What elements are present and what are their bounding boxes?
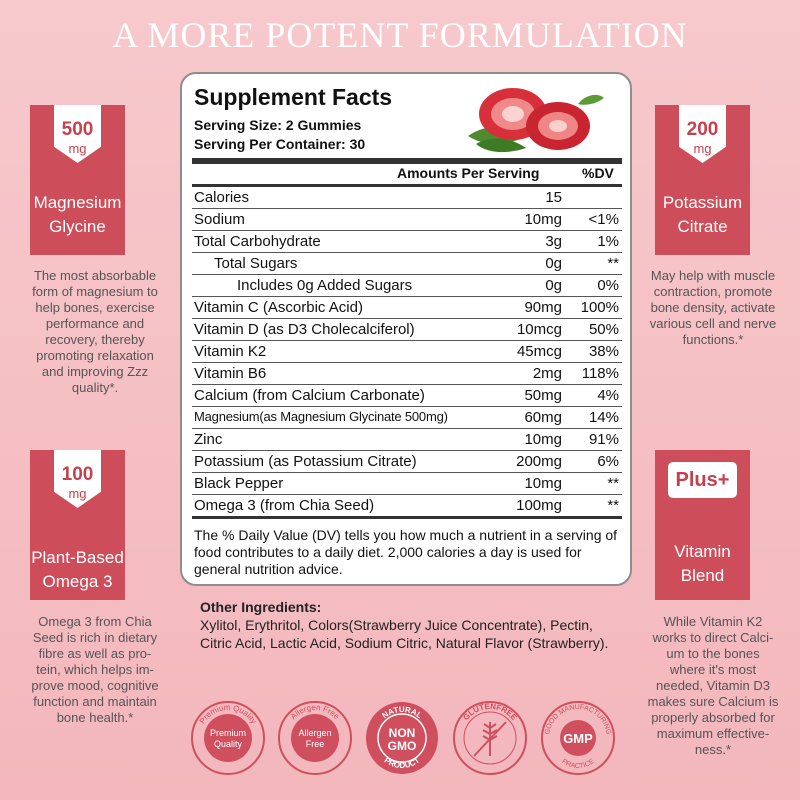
magnesium-card: 500 mg Magnesium Glycine — [30, 105, 125, 255]
table-row: Vitamin K2 45mcg 38% — [192, 340, 622, 363]
table-row: Includes 0g Added Sugars 0g 0% — [192, 274, 622, 297]
svg-text:PRODUCT: PRODUCT — [383, 756, 422, 770]
table-row: Calcium (from Calcium Carbonate) 50mg 4% — [192, 384, 622, 407]
other-ingredients: Other Ingredients: Xylitol, Erythritol, … — [200, 598, 620, 652]
table-row: Omega 3 (from Chia Seed) 100mg ** — [192, 494, 622, 519]
magnesium-amount: 500 — [61, 119, 94, 140]
omega-label-2: Omega 3 — [42, 572, 113, 591]
strawberry-illustration — [468, 88, 604, 153]
svg-text:Free: Free — [306, 739, 325, 749]
vitamin-label-2: Blend — [680, 566, 725, 585]
table-row: Vitamin D (as D3 Cholecalciferol) 10mcg 50… — [192, 318, 622, 341]
facts-header-rule — [192, 184, 622, 187]
vitamin-label-1: Vitamin — [674, 542, 731, 561]
omega-amount: 100 — [61, 464, 94, 485]
omega-card: 100 mg Plant-Based Omega 3 — [30, 450, 125, 600]
svg-text:Premium: Premium — [210, 728, 246, 738]
non-gmo-badge: NATURAL PRODUCT NON GMO — [366, 702, 438, 774]
svg-text:PRACTICE: PRACTICE — [560, 758, 595, 770]
table-row: Vitamin B6 2mg 118% — [192, 362, 622, 385]
ingredients-title: Other Ingredients: — [200, 599, 322, 615]
svg-text:GMP: GMP — [563, 731, 593, 746]
table-row: Vitamin C (Ascorbic Acid) 90mg 100% — [192, 296, 622, 319]
magnesium-label-1: Magnesium — [33, 193, 122, 212]
facts-top-rule — [192, 158, 622, 164]
potassium-unit: mg — [693, 141, 712, 156]
svg-text:NATURAL: NATURAL — [380, 705, 423, 720]
table-row: Potassium (as Potassium Citrate) 200mg 6% — [192, 450, 622, 473]
svg-text:GMO: GMO — [388, 739, 417, 753]
magnesium-label-2: Glycine — [49, 217, 106, 236]
gmp-badge: GOOD MANUFACTURING PRACTICE GMP — [541, 701, 615, 775]
ingredients-text: Xylitol, Erythritol, Colors(Strawberry J… — [200, 617, 609, 651]
supplement-facts-panel: Supplement Facts Serving Size: 2 Gummies… — [180, 72, 632, 586]
table-row: Magnesium(as Magnesium Glycinate 500mg) 6… — [192, 406, 622, 429]
dv-header: %DV — [582, 165, 614, 181]
omega-unit: mg — [68, 486, 87, 501]
potassium-amount: 200 — [686, 119, 719, 140]
table-row: Total Carbohydrate 3g 1% — [192, 230, 622, 253]
table-row: Sodium 10mg <1% — [192, 208, 622, 231]
potassium-card: 200 mg Potassium Citrate — [655, 105, 750, 255]
gluten-free-badge: GLUTENFREE — [453, 701, 527, 775]
table-row: Calories 15 — [192, 186, 622, 209]
allergen-free-badge: Allergen Free Allergen Free — [278, 701, 352, 775]
table-row: Total Sugars 0g ** — [192, 252, 622, 275]
daily-value-note: The % Daily Value (DV) tells you how muc… — [194, 527, 618, 577]
magnesium-description: The most absorbable form of magnesium to h… — [32, 268, 158, 395]
facts-title: Supplement Facts — [194, 84, 393, 110]
serving-size: Serving Size: 2 Gummies — [194, 117, 362, 133]
page-headline: A MORE POTENT FORMULATION — [112, 15, 688, 55]
table-row: Zinc 10mg 91% — [192, 428, 622, 451]
vitamin-card: Plus+ Vitamin Blend — [655, 450, 750, 600]
svg-text:NON: NON — [389, 726, 416, 740]
serving-per-container: Serving Per Container: 30 — [194, 136, 366, 152]
omega-description: Omega 3 from Chia Seed is rich in dietary… — [31, 614, 159, 725]
magnesium-unit: mg — [68, 141, 87, 156]
plus-badge: Plus+ — [668, 462, 737, 498]
potassium-label-2: Citrate — [677, 217, 728, 236]
potassium-label-1: Potassium — [662, 193, 743, 212]
wheat-icon — [473, 721, 507, 757]
table-row: Black Pepper 10mg ** — [192, 472, 622, 495]
svg-text:Quality: Quality — [214, 739, 243, 749]
premium-quality-badge: Premium Quality Premium Quality — [191, 701, 265, 775]
potassium-description: May help with muscle contraction, promote… — [649, 268, 777, 347]
vitamin-description: While Vitamin K2 works to direct Calci-um… — [647, 614, 779, 757]
svg-text:Allergen: Allergen — [298, 728, 331, 738]
amount-header: Amounts Per Serving — [397, 165, 540, 181]
omega-label-1: Plant-Based — [31, 548, 124, 567]
